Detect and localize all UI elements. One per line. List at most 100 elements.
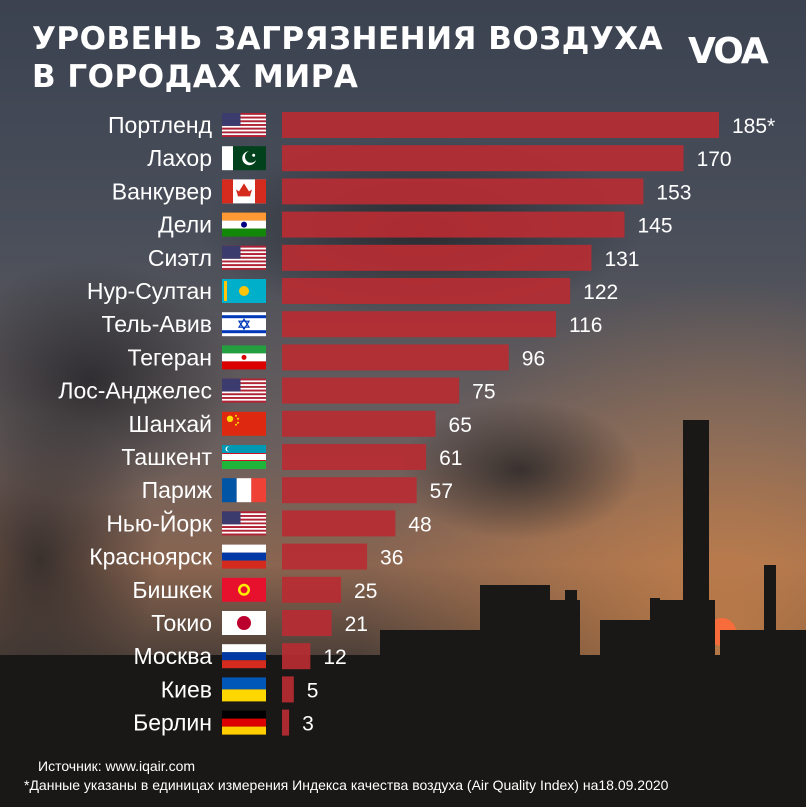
chart-row: Шанхай 65 xyxy=(129,410,472,437)
chart-row: Ташкент 61 xyxy=(121,444,462,470)
chart-title: УРОВЕНЬ ЗАГРЯЗНЕНИЯ ВОЗДУХА В ГОРОДАХ МИ… xyxy=(32,20,663,96)
value-label: 3 xyxy=(302,713,314,736)
city-label: Шанхай xyxy=(129,411,212,437)
bar xyxy=(282,477,417,504)
city-label: Портленд xyxy=(108,112,213,138)
city-label: Париж xyxy=(142,477,213,503)
bar xyxy=(282,510,396,537)
value-label: 170 xyxy=(697,148,732,171)
russia-flag-icon xyxy=(222,644,266,669)
chart-row: Токио 21 xyxy=(151,610,368,636)
bar xyxy=(282,444,427,470)
city-label: Красноярск xyxy=(89,544,213,570)
city-label: Тель-Авив xyxy=(102,311,212,337)
chart-row: Нур-Султан 122 xyxy=(87,278,618,304)
canada-flag-icon xyxy=(222,179,266,204)
bar xyxy=(282,211,625,238)
value-label: 122 xyxy=(583,281,618,304)
bar xyxy=(282,676,294,703)
bar xyxy=(282,377,460,404)
japan-flag-icon xyxy=(222,611,266,635)
chart-row: Лос-Анджелес 75 xyxy=(58,377,496,404)
bar xyxy=(282,311,557,338)
city-label: Берлин xyxy=(133,710,212,736)
value-label: 48 xyxy=(408,513,431,536)
bar xyxy=(282,344,509,371)
city-label: Токио xyxy=(151,610,212,636)
city-label: Бишкек xyxy=(132,577,213,603)
city-label: Нур-Султан xyxy=(87,278,212,304)
chart-row: Нью-Йорк 48 xyxy=(106,509,432,537)
source-text: Источник: www.iqair.com xyxy=(38,758,196,774)
chart-row: Бишкек 25 xyxy=(132,576,377,603)
city-label: Москва xyxy=(133,643,212,669)
chart-row: Москва 12 xyxy=(133,643,347,670)
city-label: Нью-Йорк xyxy=(106,509,213,536)
india-flag-icon xyxy=(222,212,266,237)
bar xyxy=(282,244,592,271)
usa-flag-icon xyxy=(222,245,266,270)
value-label: 96 xyxy=(522,347,545,370)
bar xyxy=(282,543,368,570)
value-label: 116 xyxy=(569,314,602,337)
chart-row: Лахор 170 xyxy=(147,145,732,172)
city-label: Сиэтл xyxy=(148,245,212,271)
city-label: Лос-Анджелес xyxy=(58,378,212,404)
bar xyxy=(282,576,342,603)
value-label: 185* xyxy=(732,115,775,138)
chart-row: Красноярск 36 xyxy=(89,543,403,570)
chart-row: Тель-Авив 116 xyxy=(102,311,602,338)
city-label: Дели xyxy=(158,212,212,238)
chart-row: Тегеран 96 xyxy=(127,344,545,371)
bar xyxy=(282,178,644,205)
chart-row: Портленд 185* xyxy=(108,112,775,138)
uzbekistan-flag-icon xyxy=(222,445,266,469)
usa-flag-icon xyxy=(222,113,266,137)
city-label: Лахор xyxy=(147,145,212,171)
bar xyxy=(282,112,719,138)
bar xyxy=(282,145,684,172)
value-label: 145 xyxy=(638,215,673,238)
kyrgyzstan-flag-icon xyxy=(222,577,266,602)
iran-flag-icon xyxy=(222,345,266,370)
city-label: Ванкувер xyxy=(112,178,212,204)
value-label: 61 xyxy=(439,447,462,470)
france-flag-icon xyxy=(222,478,266,503)
ukraine-flag-icon xyxy=(222,677,266,702)
value-label: 21 xyxy=(345,613,368,636)
footnote-text: *Данные указаны в единицах измерения Инд… xyxy=(24,777,669,793)
city-label: Тегеран xyxy=(127,344,212,370)
kazakhstan-flag-icon xyxy=(222,279,266,303)
usa-flag-icon xyxy=(222,378,266,403)
value-label: 25 xyxy=(354,580,377,603)
value-label: 57 xyxy=(430,480,453,503)
israel-flag-icon xyxy=(222,312,266,337)
value-label: 131 xyxy=(604,248,639,271)
chart-row: Париж 57 xyxy=(142,477,453,504)
chart-row: Берлин 3 xyxy=(133,709,314,736)
value-label: 65 xyxy=(449,414,472,437)
russia-flag-icon xyxy=(222,544,266,569)
voa-logo: VOA xyxy=(688,31,769,72)
chart-row: Сиэтл 131 xyxy=(148,244,639,271)
value-label: 5 xyxy=(307,679,319,702)
pakistan-flag-icon xyxy=(222,146,266,171)
city-label: Киев xyxy=(161,676,212,702)
value-label: 153 xyxy=(656,181,691,204)
value-label: 36 xyxy=(380,547,403,570)
bar xyxy=(282,709,290,736)
bar xyxy=(282,278,571,304)
bar xyxy=(282,610,332,636)
chart-row: Киев 5 xyxy=(161,676,319,703)
value-label: 75 xyxy=(472,381,495,404)
chart-row: Дели 145 xyxy=(158,211,673,238)
bar xyxy=(282,643,311,670)
china-flag-icon xyxy=(222,411,266,436)
germany-flag-icon xyxy=(222,710,266,735)
title-line-1: УРОВЕНЬ ЗАГРЯЗНЕНИЯ ВОЗДУХА xyxy=(32,21,664,57)
bar xyxy=(282,410,436,437)
usa-flag-icon xyxy=(222,511,266,536)
city-label: Ташкент xyxy=(121,444,212,470)
title-line-2: В ГОРОДАХ МИРА xyxy=(32,59,359,95)
